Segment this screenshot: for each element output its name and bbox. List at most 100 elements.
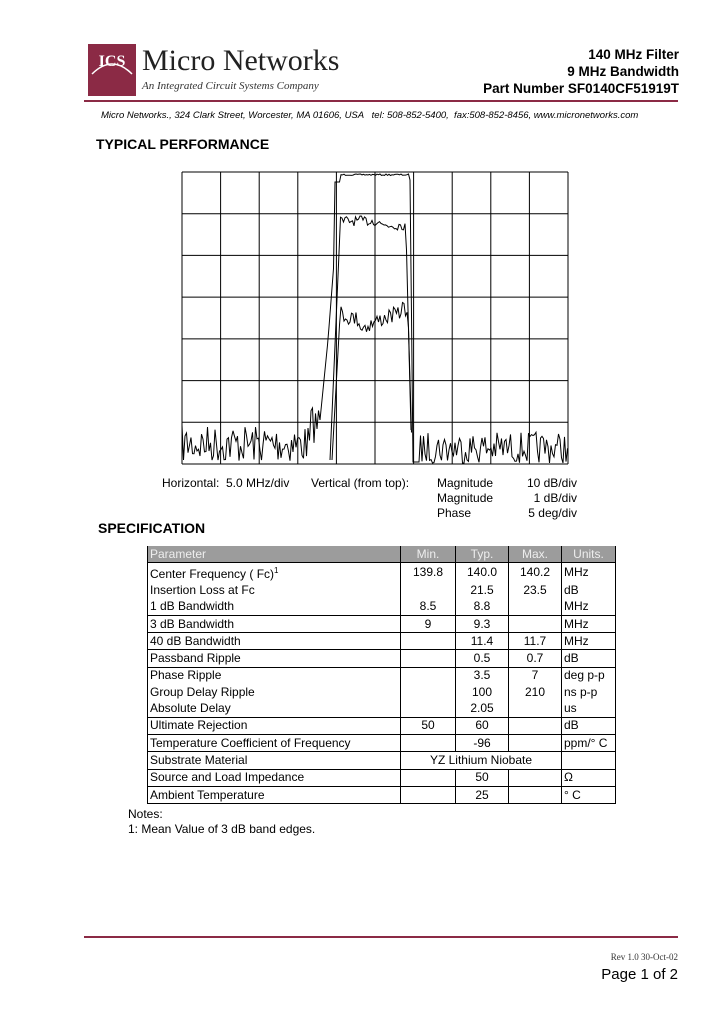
min-cell: 8.5 (400, 598, 456, 616)
units-cell: dB (561, 649, 616, 668)
max-cell (508, 716, 562, 735)
typ-cell: 3.5 (455, 666, 509, 685)
page-number: Page 1 of 2 (601, 966, 678, 983)
column-header: Max. (508, 546, 562, 563)
parameter: Absolute Delay (150, 701, 231, 716)
trace-name: Phase (437, 506, 472, 520)
spec-row: Group Delay Ripple 100 210 ns p-p (147, 684, 616, 701)
max-cell: 23.5 (508, 582, 562, 599)
rule (84, 936, 678, 938)
min-cell (400, 768, 456, 787)
max-cell: 7 (508, 666, 562, 685)
spec-row: 1 dB Bandwidth 8.5 8.8 MHz (147, 598, 616, 616)
parameter: Substrate Material (150, 752, 248, 767)
min-cell (400, 684, 456, 701)
units-cell (561, 751, 616, 770)
spec-row: Temperature Coefficient of Frequency -96 p… (147, 733, 616, 752)
units-cell: MHz (561, 632, 616, 650)
notes-heading: Notes: (128, 807, 163, 821)
company: Micro Networks (142, 44, 340, 77)
span-cell: YZ Lithium Niobate (400, 751, 562, 770)
parameter: Source and Load Impedance (150, 770, 305, 785)
max-cell (508, 768, 562, 787)
max-cell: 0.7 (508, 649, 562, 668)
min-cell: 50 (400, 716, 456, 735)
parameter: Ultimate Rejection (150, 718, 248, 733)
trace-wide (181, 173, 568, 464)
parameter: Insertion Loss at Fc (150, 582, 255, 597)
vertical-scales: 10 dB/div 1 dB/div 5 deg/div (527, 476, 577, 521)
logo-box (88, 44, 136, 96)
units-cell: deg p-p (561, 666, 616, 685)
logo: ICS (88, 44, 136, 96)
trace-passband (329, 215, 412, 461)
trace-scale: 10 dB/div (526, 476, 577, 490)
trace-phase (331, 301, 412, 461)
parameter-cell: Phase Ripple (147, 666, 401, 685)
typ-cell: 60 (455, 716, 509, 735)
parameter-cell: Temperature Coefficient of Frequency (147, 733, 401, 752)
horizontal-scale: 5.0 MHz/div (226, 476, 290, 490)
typ-cell: 140.0 (455, 562, 509, 583)
min-cell (400, 632, 456, 650)
horizontal-label: Horizontal: (162, 476, 220, 490)
parameter: 40 dB Bandwidth (150, 633, 241, 648)
response-plot (181, 171, 569, 465)
max-cell: 210 (508, 684, 562, 701)
typ-cell: 0.5 (455, 649, 509, 668)
typ-cell: -96 (455, 733, 509, 752)
units-cell: dB (561, 582, 616, 599)
section-heading: TYPICAL PERFORMANCE (96, 136, 270, 152)
max-cell (508, 785, 562, 805)
header-row: Parameter Min. Typ. Max. Units. (147, 546, 616, 563)
parameter: Temperature Coefficient of Frequency (150, 735, 351, 750)
spec-row: Ultimate Rejection 50 60 dB (147, 716, 616, 735)
typ-cell: 11.4 (455, 632, 509, 650)
parameter-cell: Ambient Temperature (147, 785, 401, 805)
spec-row: Source and Load Impedance 50 Ω (147, 768, 616, 787)
parameter-cell: Source and Load Impedance (147, 768, 401, 787)
parameter-cell: 40 dB Bandwidth (147, 632, 401, 650)
logo-text: ICS (99, 53, 126, 70)
parameter: 1 dB Bandwidth (150, 599, 235, 614)
address: Micro Networks., 324 Clark Street, Worce… (101, 110, 639, 121)
units-cell: dB (561, 716, 616, 735)
min-cell (400, 582, 456, 599)
parameter-cell: Group Delay Ripple (147, 684, 401, 701)
units-cell: Ω (561, 768, 616, 787)
min-cell (400, 785, 456, 805)
parameter: Center Frequency ( Fc) (150, 567, 275, 582)
spec-row: Center Frequency ( Fc)1 139.8 140.0 140.2 MH… (147, 562, 616, 583)
trace-scale: 5 deg/div (528, 506, 577, 520)
max-cell (508, 614, 562, 633)
column-header: Typ. (455, 546, 509, 563)
trace-name: Magnitude (437, 491, 494, 505)
typ-cell: 100 (455, 684, 509, 701)
spec-row: Absolute Delay 2.05 us (147, 700, 616, 718)
spec-row: 40 dB Bandwidth 11.4 11.7 MHz (147, 632, 616, 650)
parameter: 3 dB Bandwidth (150, 616, 235, 631)
units-cell: ° C (561, 785, 616, 805)
spec-table: Parameter Min. Typ. Max. Units. Center Frequ… (147, 546, 616, 805)
spec-row: 3 dB Bandwidth 9 9.3 MHz (147, 614, 616, 633)
units-cell: us (561, 700, 616, 718)
units-cell: MHz (561, 598, 616, 616)
spec-row: Ambient Temperature 25 ° C (147, 785, 616, 805)
parameter: Group Delay Ripple (150, 684, 255, 699)
title-line: 9 MHz Bandwidth (567, 64, 679, 79)
max-cell: 140.2 (508, 562, 562, 583)
spec-row: Passband Ripple 0.5 0.7 dB (147, 649, 616, 668)
max-cell (508, 733, 562, 752)
max-cell (508, 700, 562, 718)
column-header: Min. (400, 546, 456, 563)
trace-name: Magnitude (437, 476, 494, 490)
spec-row: Substrate Material YZ Lithium Niobate (147, 751, 616, 770)
vertical-traces: Magnitude Magnitude Phase (437, 476, 493, 521)
typ-cell: 8.8 (455, 598, 509, 616)
units-cell: ns p-p (561, 684, 616, 701)
typ-cell: 9.3 (455, 614, 509, 633)
note: 1: Mean Value of 3 dB band edges. (128, 822, 316, 836)
typ-cell: 2.05 (455, 700, 509, 718)
column-header: Parameter (147, 546, 401, 563)
